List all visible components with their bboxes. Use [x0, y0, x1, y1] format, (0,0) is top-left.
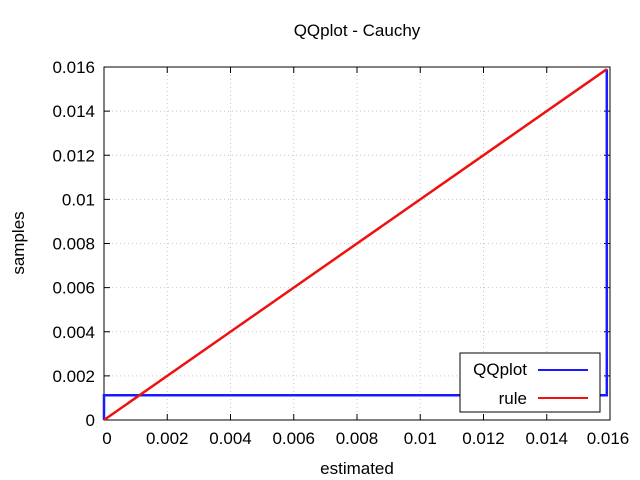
- y-tick-labels: 0 0.002 0.004 0.006 0.008 0.01 0.012 0.014 0.016: [52, 58, 95, 430]
- legend-label-qqplot: QQplot: [473, 360, 527, 379]
- x-tick-label: 0.006: [272, 429, 315, 448]
- chart-title: QQplot - Cauchy: [294, 21, 421, 40]
- y-tick-label: 0: [86, 411, 95, 430]
- legend: QQplot rule: [459, 352, 601, 413]
- x-tick-label: 0.014: [525, 429, 568, 448]
- legend-label-rule: rule: [499, 389, 527, 408]
- y-axis-label: samples: [9, 211, 28, 274]
- x-tick-label: 0: [102, 429, 111, 448]
- y-tick-label: 0.016: [52, 58, 95, 77]
- y-tick-label: 0.008: [52, 235, 95, 254]
- series-line-qqplot: [102, 69, 609, 420]
- legend-box: [459, 352, 601, 413]
- x-tick-labels: 0 0.002 0.004 0.006 0.008 0.01 0.012 0.014 0.016: [102, 429, 629, 448]
- x-axis-label: estimated: [320, 459, 394, 478]
- x-tick-label: 0.004: [209, 429, 252, 448]
- y-tick-label: 0.004: [52, 323, 95, 342]
- y-tick-label: 0.012: [52, 146, 95, 165]
- y-tick-label: 0.014: [52, 102, 95, 121]
- series-line-rule: [103, 68, 608, 422]
- x-tick-label: 0.01: [404, 429, 437, 448]
- y-tick-label: 0.002: [52, 367, 95, 386]
- x-tick-label: 0.012: [462, 429, 505, 448]
- y-tick-label: 0.006: [52, 279, 95, 298]
- x-tick-label: 0.008: [336, 429, 379, 448]
- x-tick-label: 0.016: [587, 429, 630, 448]
- data-series: [102, 68, 609, 422]
- plot-area-frame: [103, 66, 611, 421]
- x-tick-label: 0.002: [146, 429, 189, 448]
- y-tick-label: 0.01: [62, 190, 95, 209]
